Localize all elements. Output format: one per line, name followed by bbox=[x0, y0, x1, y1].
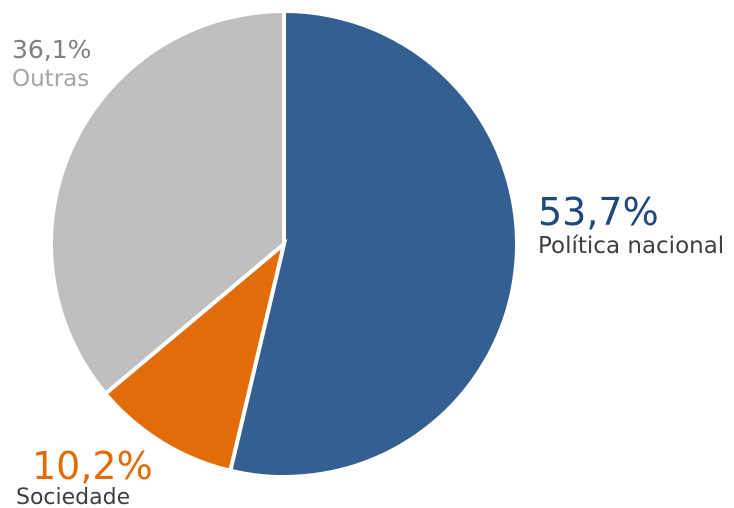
label-outras-name: Outras bbox=[12, 66, 89, 92]
slice-sociedade bbox=[102, 238, 288, 474]
label-politica-nacional-name: Política nacional bbox=[538, 233, 724, 259]
label-sociedade-name: Sociedade bbox=[16, 485, 130, 508]
slice-outras bbox=[49, 8, 286, 397]
pie-slices bbox=[49, 8, 520, 479]
label-politica-nacional-percent: 53,7% bbox=[538, 190, 659, 234]
label-outras-percent: 36,1% bbox=[12, 35, 91, 64]
slice-politica-nacional bbox=[227, 8, 520, 479]
label-sociedade-percent: 10,2% bbox=[32, 444, 153, 488]
